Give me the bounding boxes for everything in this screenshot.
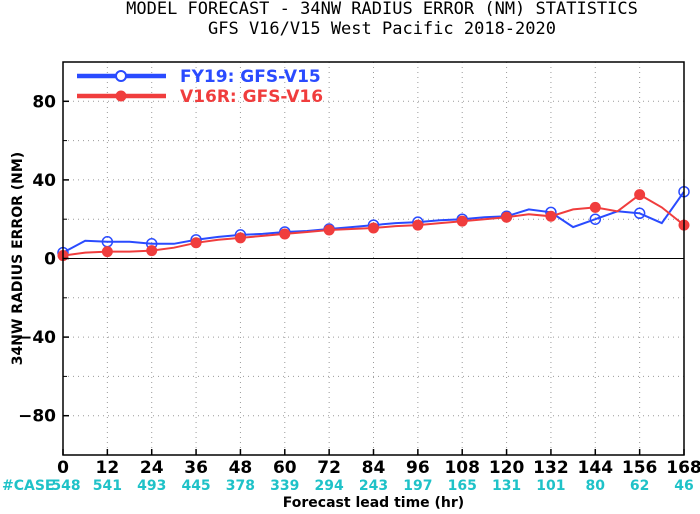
case-count: 197 bbox=[403, 478, 432, 494]
x-tick-label: 144 bbox=[578, 458, 614, 478]
series-marker-1 bbox=[190, 237, 202, 249]
legend-marker-0 bbox=[115, 70, 127, 82]
legend-label-1: V16R: GFS-V16 bbox=[180, 87, 323, 107]
y-axis-ticks: −80 −40 0 40 80 bbox=[18, 92, 69, 427]
case-label: #CASE bbox=[2, 478, 55, 494]
series-marker-0 bbox=[589, 213, 602, 225]
case-count: 62 bbox=[630, 478, 649, 494]
grid-lines bbox=[63, 62, 684, 455]
series-marker-1 bbox=[634, 189, 646, 201]
series-marker-1 bbox=[279, 228, 291, 240]
y-tick-label: 80 bbox=[32, 92, 56, 112]
y-tick-label: −80 bbox=[18, 407, 56, 427]
x-tick-label: 84 bbox=[362, 458, 386, 478]
case-count: 445 bbox=[181, 478, 210, 494]
x-tick-label: 60 bbox=[273, 458, 297, 478]
case-count: 80 bbox=[586, 478, 606, 494]
series-marker-0 bbox=[633, 207, 646, 220]
x-tick-label: 120 bbox=[489, 458, 525, 478]
case-count: 339 bbox=[270, 478, 299, 494]
x-tick-label: 132 bbox=[533, 458, 569, 478]
y-tick-label: 40 bbox=[32, 171, 56, 191]
case-count: 541 bbox=[93, 478, 122, 494]
case-count: 548 bbox=[51, 478, 80, 494]
series-marker-1 bbox=[101, 246, 113, 258]
series-marker-1 bbox=[368, 222, 379, 234]
x-tick-label: 96 bbox=[406, 458, 430, 478]
series-marker-1 bbox=[412, 219, 424, 231]
x-axis-ticks: 0 12 24 36 48 60 72 84 96 108 120 132 144 156 168 bbox=[57, 449, 700, 478]
series-marker-1 bbox=[589, 201, 601, 213]
case-count: 378 bbox=[226, 478, 255, 494]
x-tick-label: 48 bbox=[229, 458, 253, 478]
series-marker-1 bbox=[323, 224, 335, 236]
case-count: 294 bbox=[315, 478, 344, 494]
x-tick-label: 156 bbox=[622, 458, 658, 478]
series-marker-1 bbox=[545, 210, 557, 222]
x-axis-label: Forecast lead time (hr) bbox=[283, 495, 464, 511]
x-tick-label: 108 bbox=[444, 458, 480, 478]
x-tick-label: 36 bbox=[184, 458, 208, 478]
chart-subtitle: GFS V16/V15 West Pacific 2018-2020 bbox=[208, 19, 556, 39]
chart-title: MODEL FORECAST - 34NW RADIUS ERROR (NM) … bbox=[126, 0, 638, 19]
legend-marker-1 bbox=[115, 90, 127, 102]
x-tick-label: 12 bbox=[96, 458, 120, 478]
series-marker-1 bbox=[146, 245, 158, 257]
case-count: 493 bbox=[137, 478, 166, 494]
case-count: 243 bbox=[359, 478, 388, 494]
case-count: 101 bbox=[536, 478, 565, 494]
case-count: 131 bbox=[492, 478, 521, 494]
y-tick-label: −40 bbox=[18, 328, 56, 348]
y-tick-label: 0 bbox=[44, 250, 56, 270]
x-tick-label: 72 bbox=[317, 458, 341, 478]
legend-label-0: FY19: GFS-V15 bbox=[180, 67, 321, 87]
x-tick-label: 24 bbox=[140, 458, 164, 478]
x-tick-label: 168 bbox=[666, 458, 700, 478]
case-count: 165 bbox=[448, 478, 477, 494]
series-marker-1 bbox=[234, 232, 246, 244]
case-count: 46 bbox=[674, 478, 693, 494]
y-axis-label: 34NW RADIUS ERROR (NM) bbox=[10, 152, 26, 365]
series-marker-1 bbox=[501, 211, 513, 223]
series-marker-1 bbox=[456, 215, 468, 227]
x-tick-label: 0 bbox=[57, 458, 69, 478]
